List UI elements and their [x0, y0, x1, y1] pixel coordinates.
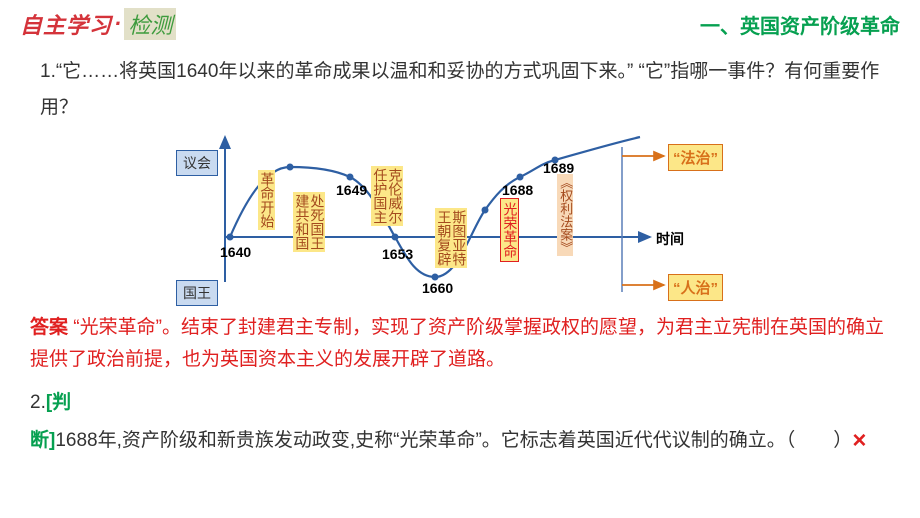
label-rule-of-man: “人治”: [668, 274, 723, 301]
title-dot: ·: [114, 11, 122, 37]
answer-label: 答案: [30, 317, 68, 338]
question-2: 2.[判断]1688年,资产阶级和新贵族发动政变,史称“光荣革命”。它标志着英国…: [0, 383, 920, 464]
timeline-diagram: 议会 国王 时间 1640 1649 1653 1660 1688 1689 革…: [160, 132, 760, 302]
event-protector: 任护国主: [371, 166, 388, 226]
event-start: 革命开始: [258, 170, 275, 230]
question-1: 1.“它……将英国1640年以来的革命成果以温和和妥协的方式巩固下来。” “它”…: [0, 44, 920, 132]
event-restore: 王朝复辟: [435, 208, 452, 268]
event-republic: 建共和国: [293, 192, 310, 252]
event-glorious: 光荣革命: [500, 198, 519, 262]
answer-text: “光荣革命”。结束了封建君主专制，实现了资产阶级掌握政权的愿望，为君主立宪制在英…: [30, 317, 884, 370]
event-rights: 《权利法案》: [557, 174, 573, 256]
label-king: 国王: [176, 280, 218, 306]
year-1660: 1660: [422, 280, 453, 296]
title-check: 检测: [124, 8, 176, 40]
event-stuart: 斯图亚特: [450, 208, 467, 268]
q2-num: 2.: [30, 392, 46, 413]
event-execute: 处死国王: [308, 192, 325, 252]
year-1640: 1640: [220, 244, 251, 260]
year-1688: 1688: [502, 182, 533, 198]
x-mark: ×: [852, 421, 866, 462]
title-main: 自主学习: [20, 8, 112, 40]
year-1653: 1653: [382, 246, 413, 262]
section-subtitle: 一、英国资产阶级革命: [700, 10, 900, 39]
q2-text: 1688年,资产阶级和新贵族发动政变,史称“光荣革命”。它标志着英国近代代议制的…: [55, 430, 852, 451]
event-cromwell: 克伦威尔: [386, 166, 403, 226]
year-1649: 1649: [336, 182, 367, 198]
label-parliament: 议会: [176, 150, 218, 176]
label-time: 时间: [656, 229, 684, 249]
page-title: 自主学习 · 检测: [20, 8, 176, 40]
answer-block: 答案 “光荣革命”。结束了封建君主专制，实现了资产阶级掌握政权的愿望，为君主立宪…: [0, 306, 920, 383]
label-rule-of-law: “法治”: [668, 144, 723, 171]
